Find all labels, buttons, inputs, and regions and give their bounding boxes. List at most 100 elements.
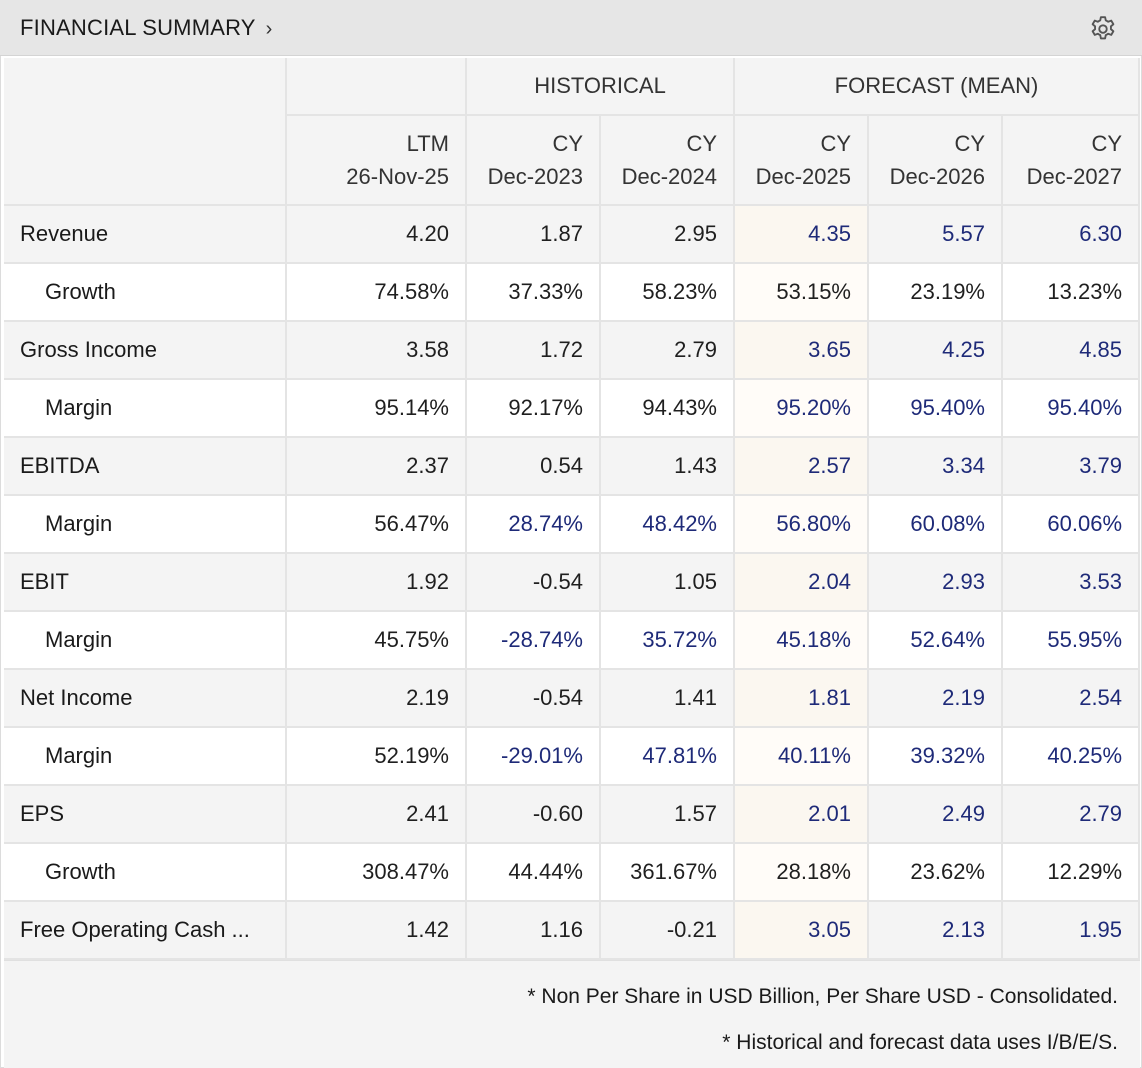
table-cell: 2.04 bbox=[735, 554, 869, 612]
row-label: Growth bbox=[4, 264, 287, 322]
column-header-0: LTM 26-Nov-25 bbox=[287, 116, 467, 206]
table-cell: 3.65 bbox=[735, 322, 869, 380]
table-cell: 2.41 bbox=[287, 786, 467, 844]
column-period-date: Dec-2024 bbox=[621, 164, 717, 189]
table-cell: 55.95% bbox=[1003, 612, 1141, 670]
table-cell: 1.95 bbox=[1003, 902, 1141, 960]
table-cell: 53.15% bbox=[735, 264, 869, 322]
table-cell: 2.79 bbox=[601, 322, 735, 380]
row-label: Margin bbox=[4, 380, 287, 438]
table-cell: 74.58% bbox=[287, 264, 467, 322]
table-cell: 308.47% bbox=[287, 844, 467, 902]
chevron-right-icon: › bbox=[265, 18, 273, 40]
table-row: EPS 2.41 -0.60 1.57 2.01 2.49 2.79 bbox=[4, 786, 1141, 844]
row-label: EBITDA bbox=[4, 438, 287, 496]
table-cell: 1.41 bbox=[601, 670, 735, 728]
table-cell: 2.54 bbox=[1003, 670, 1141, 728]
table-cell: 40.25% bbox=[1003, 728, 1141, 786]
table-cell: 3.05 bbox=[735, 902, 869, 960]
table-cell: 52.19% bbox=[287, 728, 467, 786]
row-label: Margin bbox=[4, 496, 287, 554]
table-cell: -0.54 bbox=[467, 554, 601, 612]
table-row: Margin 52.19% -29.01% 47.81% 40.11% 39.32% 40.… bbox=[4, 728, 1141, 786]
group-historical: HISTORICAL bbox=[467, 58, 735, 116]
column-header-2: CY Dec-2024 bbox=[601, 116, 735, 206]
table-cell: 6.30 bbox=[1003, 206, 1141, 264]
table-cell: 3.79 bbox=[1003, 438, 1141, 496]
table-cell: 23.62% bbox=[869, 844, 1003, 902]
table-cell: -29.01% bbox=[467, 728, 601, 786]
table-cell: 2.49 bbox=[869, 786, 1003, 844]
table-cell: 2.01 bbox=[735, 786, 869, 844]
table-cell: 1.05 bbox=[601, 554, 735, 612]
column-period-type: CY bbox=[954, 131, 985, 156]
column-period-type: CY bbox=[820, 131, 851, 156]
table-cell: 44.44% bbox=[467, 844, 601, 902]
table-cell: 2.13 bbox=[869, 902, 1003, 960]
row-label: Margin bbox=[4, 612, 287, 670]
panel-title: FINANCIAL SUMMARY bbox=[20, 15, 256, 40]
column-period-date: 26-Nov-25 bbox=[346, 164, 449, 189]
table-cell: -28.74% bbox=[467, 612, 601, 670]
column-header-1: CY Dec-2023 bbox=[467, 116, 601, 206]
table-cell: 4.35 bbox=[735, 206, 869, 264]
table-cell: 2.79 bbox=[1003, 786, 1141, 844]
table-cell: 13.23% bbox=[1003, 264, 1141, 322]
table-cell: 4.25 bbox=[869, 322, 1003, 380]
table-cell: 35.72% bbox=[601, 612, 735, 670]
table-cell: 2.93 bbox=[869, 554, 1003, 612]
table-cell: 4.20 bbox=[287, 206, 467, 264]
row-label: EPS bbox=[4, 786, 287, 844]
table-cell: 28.74% bbox=[467, 496, 601, 554]
table-cell: -0.60 bbox=[467, 786, 601, 844]
table-cell: 5.57 bbox=[869, 206, 1003, 264]
column-header-4: CY Dec-2026 bbox=[869, 116, 1003, 206]
financial-summary-link[interactable]: FINANCIAL SUMMARY › bbox=[20, 15, 273, 41]
table-cell: 1.42 bbox=[287, 902, 467, 960]
table-cell: 45.18% bbox=[735, 612, 869, 670]
row-label: Free Operating Cash ... bbox=[4, 902, 287, 960]
table-row: Net Income 2.19 -0.54 1.41 1.81 2.19 2.54 bbox=[4, 670, 1141, 728]
table-cell: 56.47% bbox=[287, 496, 467, 554]
gear-icon[interactable] bbox=[1088, 14, 1118, 44]
table-cell: 12.29% bbox=[1003, 844, 1141, 902]
table-cell: 56.80% bbox=[735, 496, 869, 554]
table-cell: 2.37 bbox=[287, 438, 467, 496]
table-cell: 94.43% bbox=[601, 380, 735, 438]
footnotes: * Non Per Share in USD Billion, Per Shar… bbox=[4, 960, 1140, 1068]
column-period-date: Dec-2025 bbox=[755, 164, 851, 189]
table-cell: 4.85 bbox=[1003, 322, 1141, 380]
column-period-type: CY bbox=[1091, 131, 1123, 156]
table-cell: 1.43 bbox=[601, 438, 735, 496]
table-cell: 1.57 bbox=[601, 786, 735, 844]
table-row: Free Operating Cash ... 1.42 1.16 -0.21 3.05… bbox=[4, 902, 1141, 960]
table-row: EBITDA 2.37 0.54 1.43 2.57 3.34 3.79 bbox=[4, 438, 1141, 496]
column-period-date: Dec-2026 bbox=[889, 164, 985, 189]
table-cell: 3.34 bbox=[869, 438, 1003, 496]
footnote-units: * Non Per Share in USD Billion, Per Shar… bbox=[527, 985, 1118, 1008]
row-label: EBIT bbox=[4, 554, 287, 612]
row-label: Revenue bbox=[4, 206, 287, 264]
table-cell: 1.87 bbox=[467, 206, 601, 264]
table-cell: 58.23% bbox=[601, 264, 735, 322]
table-cell: 95.40% bbox=[869, 380, 1003, 438]
table-cell: 361.67% bbox=[601, 844, 735, 902]
table-cell: 60.06% bbox=[1003, 496, 1141, 554]
table-cell: 95.14% bbox=[287, 380, 467, 438]
table-cell: 1.72 bbox=[467, 322, 601, 380]
header-corner bbox=[4, 58, 287, 206]
table-cell: 3.53 bbox=[1003, 554, 1141, 612]
row-label: Net Income bbox=[4, 670, 287, 728]
row-label: Growth bbox=[4, 844, 287, 902]
table-row: Revenue 4.20 1.87 2.95 4.35 5.57 6.30 bbox=[4, 206, 1141, 264]
table-row: Margin 56.47% 28.74% 48.42% 56.80% 60.08% 60.0… bbox=[4, 496, 1141, 554]
table-cell: 28.18% bbox=[735, 844, 869, 902]
table-cell: 95.40% bbox=[1003, 380, 1141, 438]
table-cell: -0.21 bbox=[601, 902, 735, 960]
table-cell: 45.75% bbox=[287, 612, 467, 670]
table-cell: 0.54 bbox=[467, 438, 601, 496]
table-cell: 2.19 bbox=[287, 670, 467, 728]
table-cell: 48.42% bbox=[601, 496, 735, 554]
table-row: Margin 95.14% 92.17% 94.43% 95.20% 95.40% 95.4… bbox=[4, 380, 1141, 438]
row-label: Gross Income bbox=[4, 322, 287, 380]
